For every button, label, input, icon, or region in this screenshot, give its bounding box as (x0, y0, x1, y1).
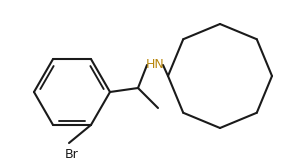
Text: Br: Br (65, 149, 79, 161)
Text: HN: HN (146, 58, 164, 72)
